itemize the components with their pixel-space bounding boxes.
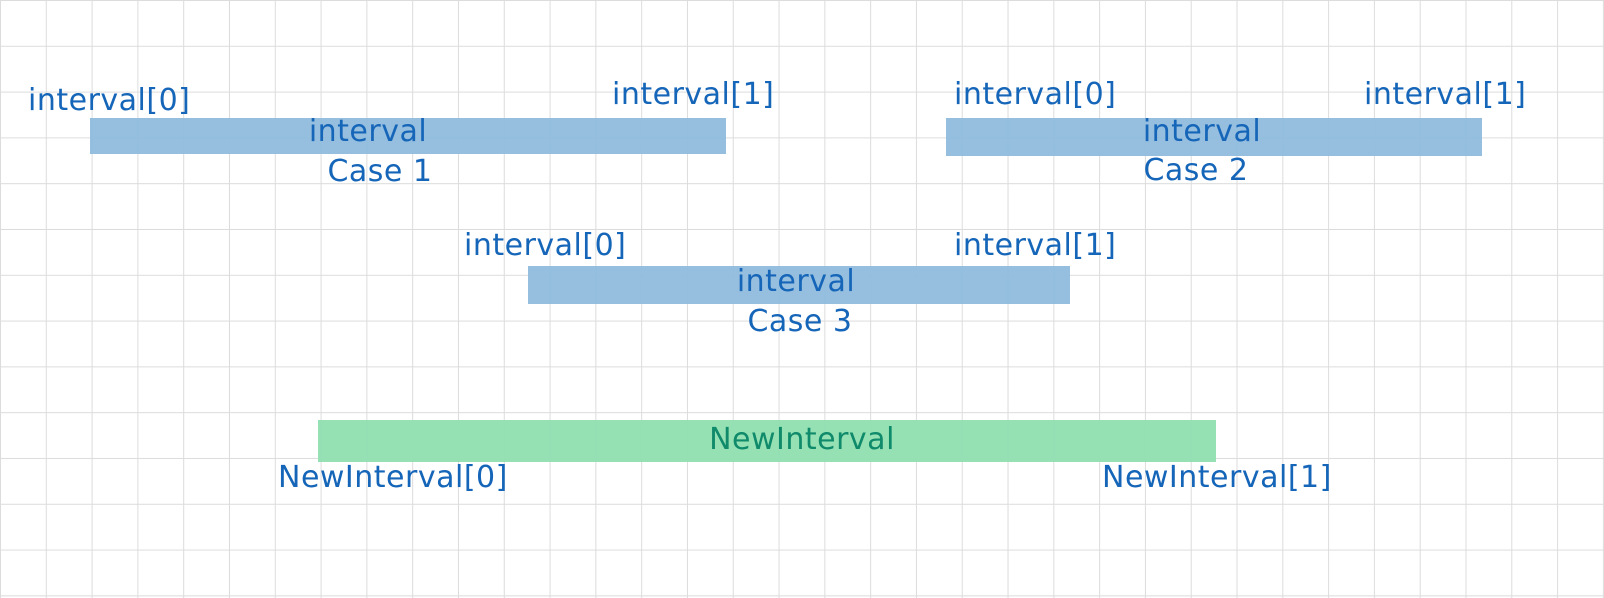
case-2-interval-bar	[946, 118, 1482, 156]
new-interval-start-label: NewInterval[0]	[278, 460, 508, 495]
case-2-start-label: interval[0]	[954, 77, 1117, 112]
case-3-start-label: interval[0]	[464, 228, 627, 263]
case-1-case-label: Case 1	[327, 154, 433, 189]
case-1-interval-bar	[90, 118, 726, 154]
case-2-end-label: interval[1]	[1364, 77, 1527, 112]
case-1-end-label: interval[1]	[612, 77, 775, 112]
case-2-case-label: Case 2	[1143, 153, 1249, 188]
case-2-bar-label: interval	[1142, 114, 1262, 149]
case-3-bar-label: interval	[736, 264, 856, 299]
case-1-start-label: interval[0]	[28, 83, 191, 118]
case-3-case-label: Case 3	[747, 304, 853, 339]
new-interval-end-label: NewInterval[1]	[1102, 460, 1332, 495]
case-3-interval-bar	[528, 266, 1070, 304]
new-interval-bar-label: NewInterval	[709, 422, 895, 457]
case-3-end-label: interval[1]	[954, 228, 1117, 263]
case-1-bar-label: interval	[308, 114, 428, 149]
new-interval-bar	[318, 420, 1216, 462]
